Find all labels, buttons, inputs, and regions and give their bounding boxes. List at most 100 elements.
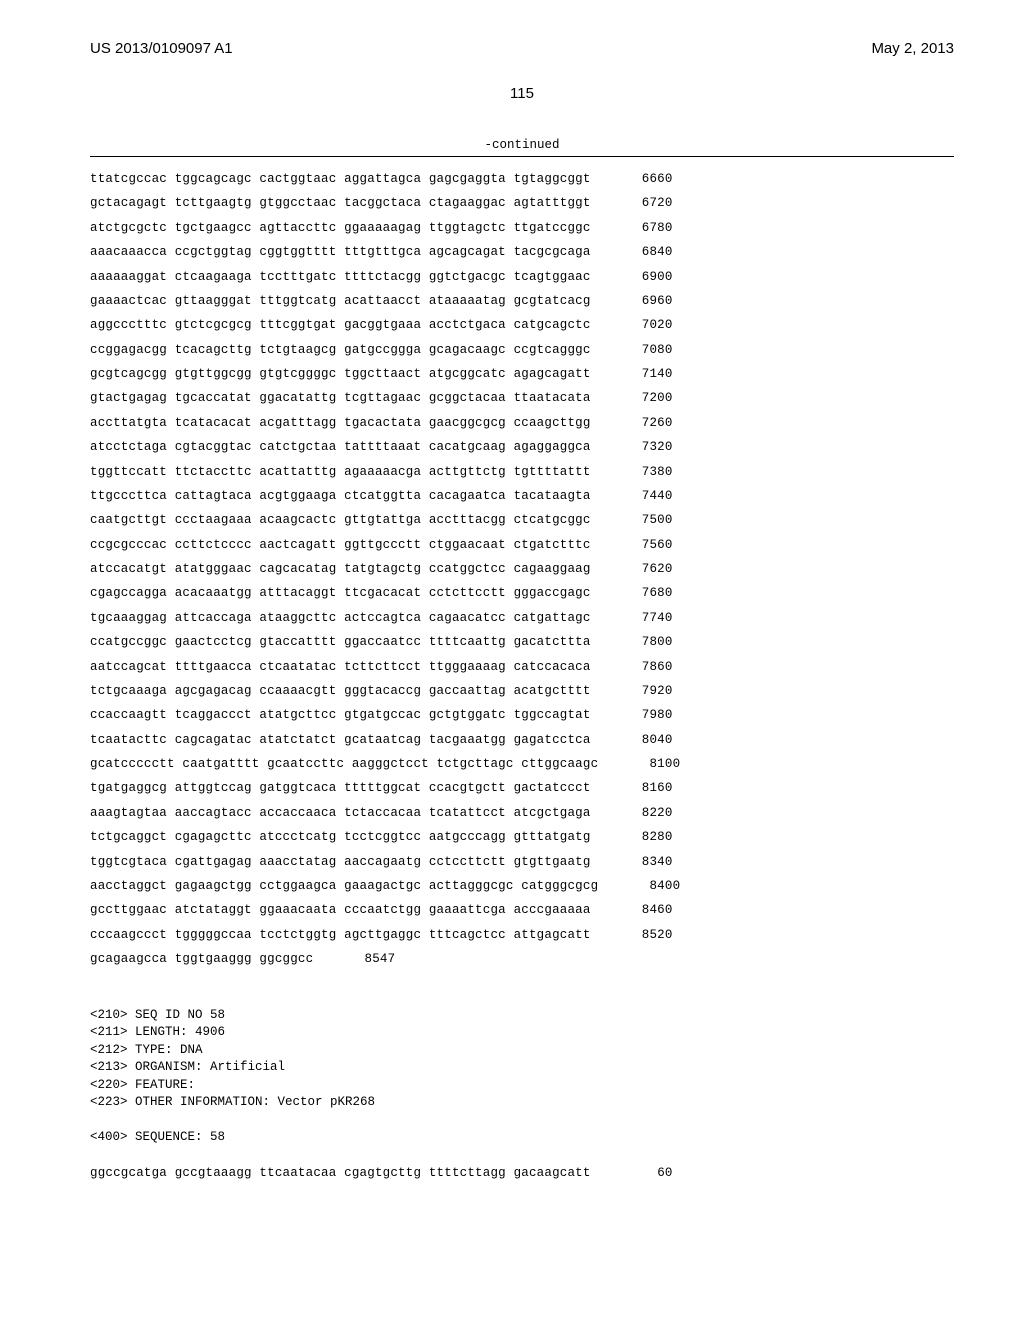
- sequence-text: cccaagccct tgggggccaa tcctctggtg agcttga…: [90, 923, 591, 947]
- sequence-position: 6660: [623, 167, 673, 191]
- sequence-line: caatgcttgt ccctaagaaa acaagcactc gttgtat…: [90, 508, 954, 532]
- sequence-line: tgatgaggcg attggtccag gatggtcaca tttttgg…: [90, 776, 954, 800]
- sequence-line: gctacagagt tcttgaagtg gtggcctaac tacggct…: [90, 191, 954, 215]
- header: US 2013/0109097 A1 May 2, 2013: [90, 40, 954, 57]
- sequence-line: ccatgccggc gaactcctcg gtaccatttt ggaccaa…: [90, 630, 954, 654]
- sequence-line: cccaagccct tgggggccaa tcctctggtg agcttga…: [90, 923, 954, 947]
- sequence-position: 7140: [623, 362, 673, 386]
- sequence-position: 7080: [623, 338, 673, 362]
- meta-seq-id: <210> SEQ ID NO 58: [90, 1008, 225, 1022]
- sequence-line: ccggagacgg tcacagcttg tctgtaagcg gatgccg…: [90, 338, 954, 362]
- sequence-position: 6780: [623, 216, 673, 240]
- sequence-text: aaacaaacca ccgctggtag cggtggtttt tttgttt…: [90, 240, 591, 264]
- sequence-text: aacctaggct gagaagctgg cctggaagca gaaagac…: [90, 874, 598, 898]
- sequence-position: 7380: [623, 460, 673, 484]
- sequence-text: ccgcgcccac ccttctcccc aactcagatt ggttgcc…: [90, 533, 591, 557]
- sequence-position: 8100: [630, 752, 680, 776]
- sequence-line: gtactgagag tgcaccatat ggacatattg tcgttag…: [90, 386, 954, 410]
- sequence-block: ttatcgccac tggcagcagc cactggtaac aggatta…: [90, 167, 954, 971]
- sequence-position: 8340: [623, 850, 673, 874]
- sequence-line: ccgcgcccac ccttctcccc aactcagatt ggttgcc…: [90, 533, 954, 557]
- sequence-text: aatccagcat ttttgaacca ctcaatatac tcttctt…: [90, 655, 591, 679]
- sequence-position: 7560: [623, 533, 673, 557]
- page-number: 115: [90, 85, 954, 102]
- meta-organism: <213> ORGANISM: Artificial: [90, 1060, 285, 1074]
- sequence-line: ggccgcatga gccgtaaagg ttcaatacaa cgagtgc…: [90, 1161, 954, 1185]
- sequence-position: 7860: [623, 655, 673, 679]
- sequence-line: ttgcccttca cattagtaca acgtggaaga ctcatgg…: [90, 484, 954, 508]
- sequence-text: cgagccagga acacaaatgg atttacaggt ttcgaca…: [90, 581, 591, 605]
- sequence-line: tctgcaaaga agcgagacag ccaaaacgtt gggtaca…: [90, 679, 954, 703]
- sequence-text: gcgtcagcgg gtgttggcgg gtgtcggggc tggctta…: [90, 362, 591, 386]
- sequence-position: 7500: [623, 508, 673, 532]
- sequence-text: tcaatacttc cagcagatac atatctatct gcataat…: [90, 728, 591, 752]
- sequence-metadata: <210> SEQ ID NO 58 <211> LENGTH: 4906 <2…: [90, 989, 954, 1147]
- sequence-text: aggccctttc gtctcgcgcg tttcggtgat gacggtg…: [90, 313, 591, 337]
- sequence-text: tggtcgtaca cgattgagag aaacctatag aaccaga…: [90, 850, 591, 874]
- sequence-position: 7320: [623, 435, 673, 459]
- sequence-line: atctgcgctc tgctgaagcc agttaccttc ggaaaaa…: [90, 216, 954, 240]
- sequence-text: ttgcccttca cattagtaca acgtggaaga ctcatgg…: [90, 484, 591, 508]
- sequence-position: 60: [623, 1161, 673, 1185]
- sequence-position: 7920: [623, 679, 673, 703]
- sequence-position: 7020: [623, 313, 673, 337]
- meta-other-info: <223> OTHER INFORMATION: Vector pKR268: [90, 1095, 375, 1109]
- sequence-text: gaaaactcac gttaagggat tttggtcatg acattaa…: [90, 289, 591, 313]
- sequence-text: gctacagagt tcttgaagtg gtggcctaac tacggct…: [90, 191, 591, 215]
- sequence-text: accttatgta tcatacacat acgatttagg tgacact…: [90, 411, 591, 435]
- sequence-text: tgcaaaggag attcaccaga ataaggcttc actccag…: [90, 606, 591, 630]
- sequence-line: accttatgta tcatacacat acgatttagg tgacact…: [90, 411, 954, 435]
- sequence-text: aaagtagtaa aaccagtacc accaccaaca tctacca…: [90, 801, 591, 825]
- publication-number: US 2013/0109097 A1: [90, 40, 233, 57]
- sequence-position: 7800: [623, 630, 673, 654]
- publication-date: May 2, 2013: [871, 40, 954, 57]
- sequence-text: tgatgaggcg attggtccag gatggtcaca tttttgg…: [90, 776, 591, 800]
- sequence-position: 6720: [623, 191, 673, 215]
- sequence-line: tggtcgtaca cgattgagag aaacctatag aaccaga…: [90, 850, 954, 874]
- sequence-position: 8400: [630, 874, 680, 898]
- top-rule: [90, 156, 954, 157]
- sequence-text: ttatcgccac tggcagcagc cactggtaac aggatta…: [90, 167, 591, 191]
- sequence-position: 8280: [623, 825, 673, 849]
- sequence-text: atccacatgt atatgggaac cagcacatag tatgtag…: [90, 557, 591, 581]
- sequence-position: 7200: [623, 386, 673, 410]
- sequence-line: gcagaagcca tggtgaaggg ggcggcc 8547: [90, 947, 954, 971]
- sequence-line: gcatccccctt caatgatttt gcaatccttc aagggc…: [90, 752, 954, 776]
- sequence-position: 7260: [623, 411, 673, 435]
- sequence-text: ggccgcatga gccgtaaagg ttcaatacaa cgagtgc…: [90, 1161, 591, 1185]
- sequence-line: gcgtcagcgg gtgttggcgg gtgtcggggc tggctta…: [90, 362, 954, 386]
- sequence-position: 7440: [623, 484, 673, 508]
- sequence-position: 7980: [623, 703, 673, 727]
- sequence-text: ccaccaagtt tcaggaccct atatgcttcc gtgatgc…: [90, 703, 591, 727]
- sequence-position: 8040: [623, 728, 673, 752]
- sequence-line: aacctaggct gagaagctgg cctggaagca gaaagac…: [90, 874, 954, 898]
- sequence-text: atctgcgctc tgctgaagcc agttaccttc ggaaaaa…: [90, 216, 591, 240]
- sequence-text: aaaaaaggat ctcaagaaga tcctttgatc ttttcta…: [90, 265, 591, 289]
- sequence-position: 8220: [623, 801, 673, 825]
- sequence-line: gaaaactcac gttaagggat tttggtcatg acattaa…: [90, 289, 954, 313]
- sequence-position: 8160: [623, 776, 673, 800]
- meta-length: <211> LENGTH: 4906: [90, 1025, 225, 1039]
- meta-sequence-header: <400> SEQUENCE: 58: [90, 1130, 225, 1144]
- sequence-line: tcaatacttc cagcagatac atatctatct gcataat…: [90, 728, 954, 752]
- meta-type: <212> TYPE: DNA: [90, 1043, 203, 1057]
- sequence-line: tggttccatt ttctaccttc acattatttg agaaaaa…: [90, 460, 954, 484]
- sequence-position: 8520: [623, 923, 673, 947]
- sequence-line: cgagccagga acacaaatgg atttacaggt ttcgaca…: [90, 581, 954, 605]
- sequence-position: 6840: [623, 240, 673, 264]
- meta-feature: <220> FEATURE:: [90, 1078, 195, 1092]
- sequence-text: gcatccccctt caatgatttt gcaatccttc aagggc…: [90, 752, 598, 776]
- sequence-line: tgcaaaggag attcaccaga ataaggcttc actccag…: [90, 606, 954, 630]
- sequence-position: 7680: [623, 581, 673, 605]
- sequence-line: ttatcgccac tggcagcagc cactggtaac aggatta…: [90, 167, 954, 191]
- sequence-line: aggccctttc gtctcgcgcg tttcggtgat gacggtg…: [90, 313, 954, 337]
- sequence-line: aaagtagtaa aaccagtacc accaccaaca tctacca…: [90, 801, 954, 825]
- sequence-position: 8460: [623, 898, 673, 922]
- sequence-line: tctgcaggct cgagagcttc atccctcatg tcctcgg…: [90, 825, 954, 849]
- sequence-position: 8547: [345, 947, 395, 971]
- sequence-line: atcctctaga cgtacggtac catctgctaa tatttta…: [90, 435, 954, 459]
- sequence-text: atcctctaga cgtacggtac catctgctaa tatttta…: [90, 435, 591, 459]
- sequence-line: gccttggaac atctataggt ggaaacaata cccaatc…: [90, 898, 954, 922]
- sequence-text: gcagaagcca tggtgaaggg ggcggcc: [90, 947, 313, 971]
- sequence-line: aatccagcat ttttgaacca ctcaatatac tcttctt…: [90, 655, 954, 679]
